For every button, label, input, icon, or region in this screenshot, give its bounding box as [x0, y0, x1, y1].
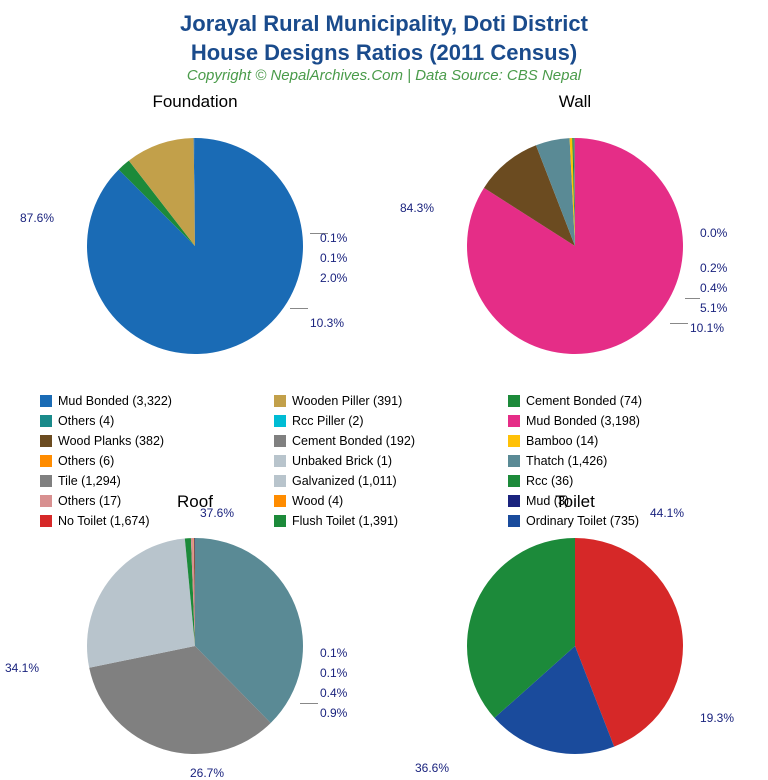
legend-item: Wooden Piller (391) — [274, 392, 504, 410]
pct-label: 5.1% — [700, 301, 727, 315]
pct-label: 34.1% — [5, 661, 39, 675]
chart-toilet: Toilet44.1% 19.3% 36.6% — [390, 492, 760, 772]
pct-label: 0.1% — [320, 251, 347, 265]
legend-label: Cement Bonded (74) — [526, 394, 642, 408]
subplot-title: Toilet — [390, 492, 760, 512]
legend-item: Wood Planks (382) — [40, 432, 270, 450]
pct-label: 10.3% — [310, 316, 344, 330]
legend-item: Unbaked Brick (1) — [274, 452, 504, 470]
legend-label: Others (6) — [58, 454, 114, 468]
pct-label: 37.6% — [200, 506, 234, 520]
pct-label: 0.2% — [700, 261, 727, 275]
chart-title-line1: Jorayal Rural Municipality, Doti Distric… — [10, 10, 758, 39]
legend-label: Mud Bonded (3,198) — [526, 414, 640, 428]
pct-label: 0.1% — [320, 646, 347, 660]
legend-label: Wood Planks (382) — [58, 434, 164, 448]
pct-label: 44.1% — [650, 506, 684, 520]
pct-label: 87.6% — [20, 211, 54, 225]
legend-label: Tile (1,294) — [58, 474, 121, 488]
legend-swatch — [274, 415, 286, 427]
pct-label: 0.1% — [320, 231, 347, 245]
legend-label: Thatch (1,426) — [526, 454, 607, 468]
legend-label: Rcc (36) — [526, 474, 573, 488]
legend-item: Cement Bonded (192) — [274, 432, 504, 450]
legend-swatch — [40, 475, 52, 487]
legend-item: Mud Bonded (3,198) — [508, 412, 738, 430]
legend-item: Cement Bonded (74) — [508, 392, 738, 410]
legend-swatch — [40, 435, 52, 447]
pct-label: 19.3% — [700, 711, 734, 725]
legend-label: Rcc Piller (2) — [292, 414, 364, 428]
legend-swatch — [508, 395, 520, 407]
legend-swatch — [40, 455, 52, 467]
pie-svg — [390, 116, 760, 376]
pct-label: 0.4% — [700, 281, 727, 295]
legend-swatch — [508, 455, 520, 467]
legend-item: Thatch (1,426) — [508, 452, 738, 470]
legend-item: Mud Bonded (3,322) — [40, 392, 270, 410]
pct-label: 2.0% — [320, 271, 347, 285]
legend-swatch — [274, 435, 286, 447]
chart-roof: Roof37.6%34.1%26.7%0.9%0.4%0.1%0.1% — [10, 492, 380, 772]
legend-swatch — [274, 475, 286, 487]
legend-swatch — [508, 415, 520, 427]
legend-item: Bamboo (14) — [508, 432, 738, 450]
legend-swatch — [274, 455, 286, 467]
legend-label: Bamboo (14) — [526, 434, 598, 448]
pie-svg — [390, 516, 760, 776]
pct-label: 0.9% — [320, 706, 347, 720]
legend-item: Rcc Piller (2) — [274, 412, 504, 430]
subplot-title: Roof — [10, 492, 380, 512]
legend-label: Mud Bonded (3,322) — [58, 394, 172, 408]
chart-wall: Wall 84.3% 10.1% 5.1% 0.4% 0.2% 0.0% — [390, 92, 760, 372]
pct-label: 0.1% — [320, 666, 347, 680]
pie-svg — [10, 116, 380, 376]
pct-label: 0.4% — [320, 686, 347, 700]
pct-label: 84.3% — [400, 201, 434, 215]
legend-swatch — [40, 415, 52, 427]
legend-label: Unbaked Brick (1) — [292, 454, 392, 468]
legend-item: Rcc (36) — [508, 472, 738, 490]
legend-swatch — [274, 395, 286, 407]
legend-item: Others (6) — [40, 452, 270, 470]
legend-item: Galvanized (1,011) — [274, 472, 504, 490]
pie-slice — [87, 539, 195, 668]
chart-grid: Foundation 87.6% 2.0% 10.3% 0.1% 0.1% Wall 84.… — [10, 92, 758, 762]
legend-label: Others (4) — [58, 414, 114, 428]
legend-item: Others (4) — [40, 412, 270, 430]
legend-label: Galvanized (1,011) — [292, 474, 397, 488]
subplot-title: Wall — [390, 92, 760, 112]
pct-label: 26.7% — [190, 766, 224, 780]
subplot-title: Foundation — [10, 92, 380, 112]
legend-item: Tile (1,294) — [40, 472, 270, 490]
legend-swatch — [508, 475, 520, 487]
pct-label: 36.6% — [415, 761, 449, 775]
legend-label: Wooden Piller (391) — [292, 394, 402, 408]
legend-label: Cement Bonded (192) — [292, 434, 415, 448]
chart-title-line2: House Designs Ratios (2011 Census) — [10, 39, 758, 68]
legend-swatch — [40, 395, 52, 407]
pct-label: 10.1% — [690, 321, 724, 335]
chart-subtitle: Copyright © NepalArchives.Com | Data Sou… — [10, 67, 758, 84]
pct-label: 0.0% — [700, 226, 727, 240]
chart-foundation: Foundation 87.6% 2.0% 10.3% 0.1% 0.1% — [10, 92, 380, 372]
legend-swatch — [508, 435, 520, 447]
